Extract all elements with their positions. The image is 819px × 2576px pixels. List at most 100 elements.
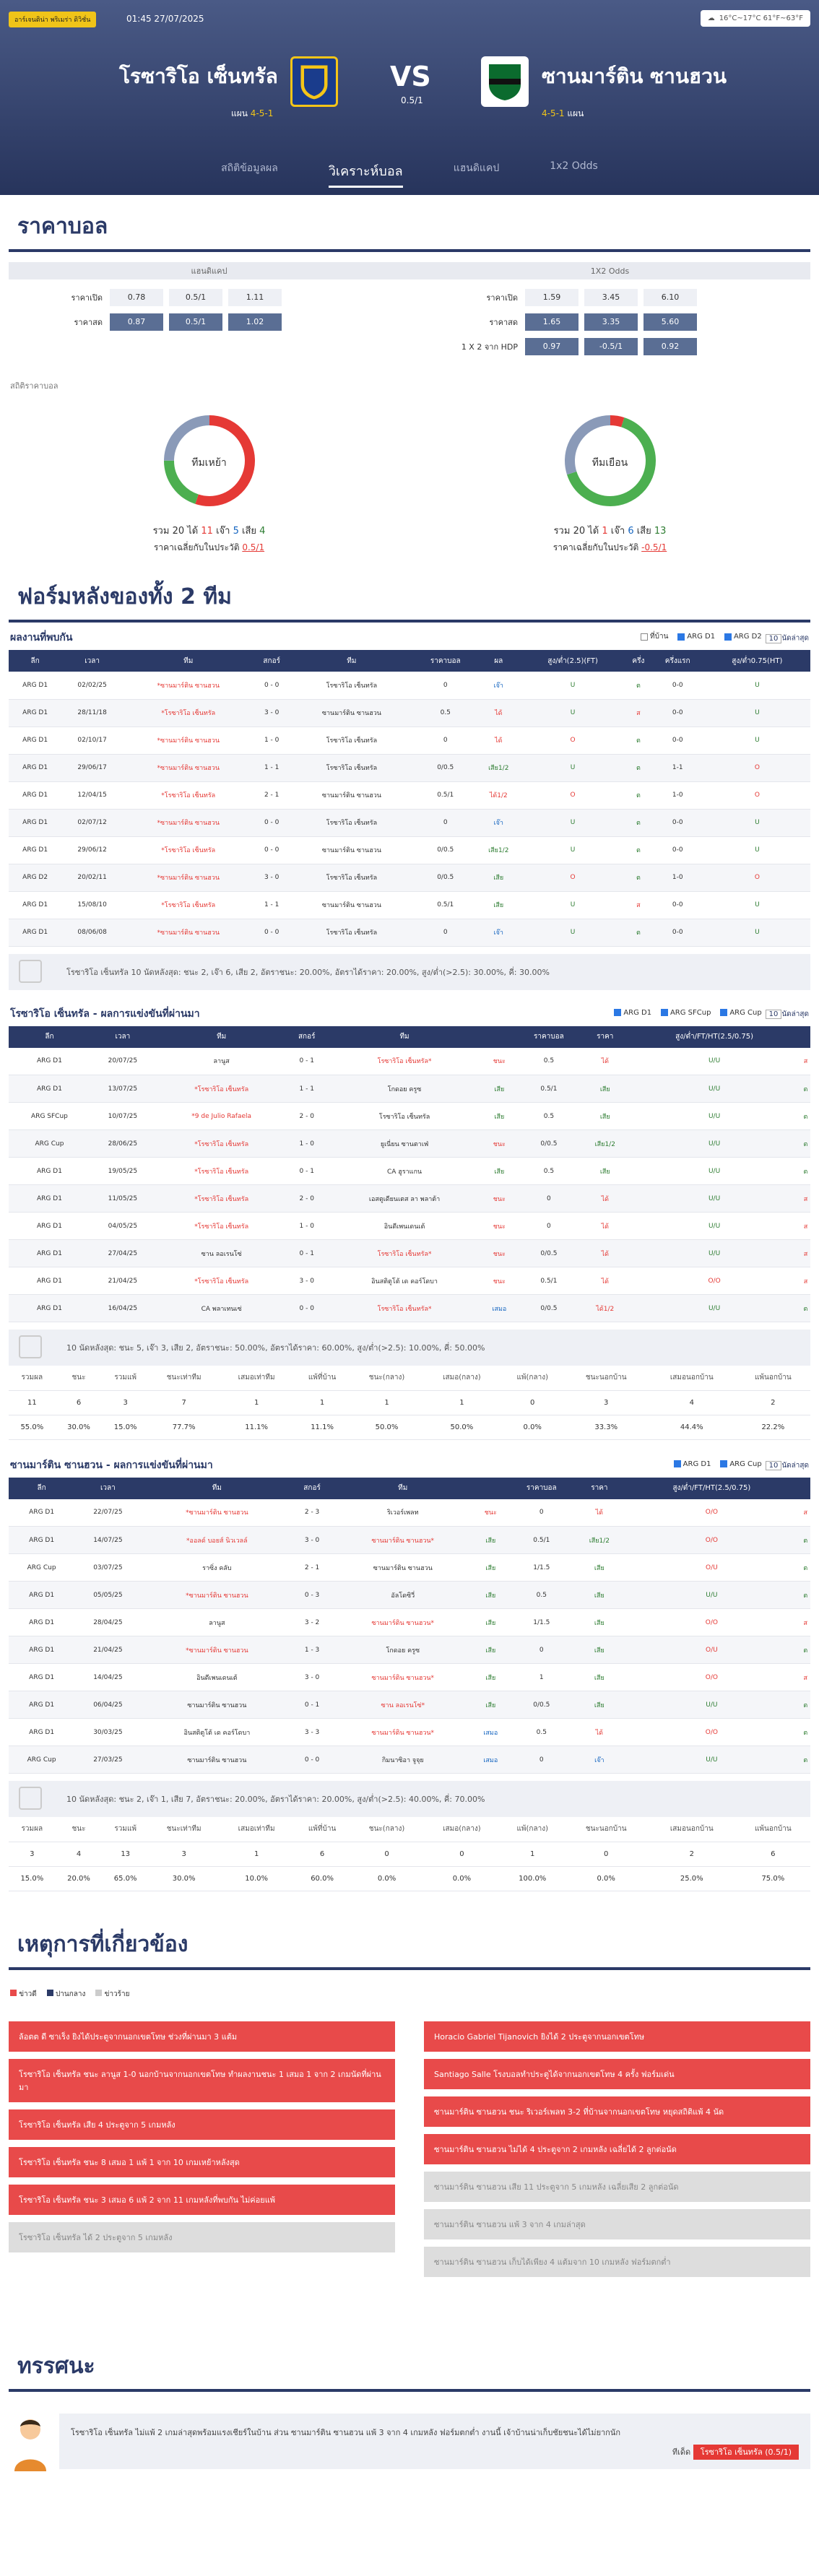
- filter-arg-d2[interactable]: ARG D2: [724, 633, 762, 641]
- table-cell: 0 - 1: [287, 1157, 326, 1185]
- event-item[interactable]: Horacio Gabriel Tijanovich ยิงได้ 2 ประต…: [424, 2021, 810, 2052]
- event-item[interactable]: โรซาริโอ เซ็นทรัล ชนะ 8 เสมอ 1 แพ้ 1 จาก…: [9, 2146, 395, 2177]
- table-row[interactable]: ARG D1 02/02/25 *ซานมาร์ติน ซานฮวน 0 - 0 โรซ…: [9, 672, 810, 700]
- table-row[interactable]: ARG D1 16/04/25 CA พลาเทนเซ่ 0 - 0 โรซาริโอ …: [9, 1294, 810, 1322]
- table-row[interactable]: ARG D1 14/07/25 *ออลด์ บอยส์ นิวเวลล์ 3 - 0…: [9, 1526, 810, 1554]
- table-row[interactable]: ARG D1 28/04/25 ลานูส 3 - 2 ซานมาร์ติน ซานฮว…: [9, 1608, 810, 1636]
- odds-cell[interactable]: 1.65: [525, 313, 578, 331]
- table-cell: 29/06/12: [61, 836, 123, 864]
- home-team-logo[interactable]: [290, 56, 338, 107]
- odds-cell[interactable]: 0.5/1: [169, 289, 222, 306]
- table-row[interactable]: ARG D1 29/06/17 *ซานมาร์ติน ซานฮวน 1 - 1 โรซ…: [9, 754, 810, 782]
- table-cell: 2 - 0: [287, 1184, 326, 1213]
- event-item[interactable]: ล้อตต ดี ซาเร็ง ยิงได้ประตูจากนอกเขตโทษ …: [9, 2021, 395, 2052]
- table-row[interactable]: ARG D1 04/05/25 *โรซาริโอ เซ็นทรัล 1 - 0 อิน…: [9, 1212, 810, 1240]
- event-item[interactable]: โรซาริโอ เซ็นทรัล ได้ 2 ประตูจาก 5 เกมหล…: [9, 2221, 395, 2252]
- odds-cell[interactable]: 0.97: [525, 338, 578, 355]
- table-row[interactable]: ARG Cup 03/07/25 ราซิ่ง คลับ 2 - 1 ซานมาร์ติ…: [9, 1553, 810, 1582]
- odds-cell[interactable]: 6.10: [644, 289, 697, 306]
- filter-home[interactable]: ที่บ้าน: [641, 631, 668, 642]
- table-row[interactable]: ARG D1 22/07/25 *ซานมาร์ติน ซานฮวน 2 - 3 ริเ…: [9, 1499, 810, 1527]
- odds-cell[interactable]: 0.92: [644, 338, 697, 355]
- table-cell: 0: [507, 1745, 576, 1774]
- filter-arg-d1[interactable]: ARG D1: [614, 1009, 651, 1017]
- count-select[interactable]: 10: [765, 1010, 782, 1019]
- count-select[interactable]: 10: [765, 633, 782, 643]
- table-row[interactable]: ARG SFCup 10/07/25 *9 de Julio Rafaela 2 - …: [9, 1102, 810, 1130]
- table-row[interactable]: ARG D1 05/05/25 *ซานมาร์ติน ซานฮวน 0 - 3 อัล…: [9, 1581, 810, 1609]
- table-cell: 0 - 0: [287, 1294, 326, 1322]
- table-row[interactable]: ARG D1 12/04/15 *โรซาริโอ เซ็นทรัล 2 - 1 ซาน…: [9, 781, 810, 810]
- tab-handicap[interactable]: แฮนดิแคป: [453, 162, 500, 174]
- away-team-name[interactable]: ซานมาร์ติน ซานฮวน: [542, 64, 727, 88]
- event-item[interactable]: ซานมาร์ติน ซานฮวน ไม่ได้ 4 ประตูจาก 2 เก…: [424, 2133, 810, 2164]
- table-row[interactable]: ARG D1 21/04/25 *โรซาริโอ เซ็นทรัล 3 - 0 อิน…: [9, 1267, 810, 1295]
- stat-cell: 1: [293, 1390, 351, 1415]
- event-item[interactable]: ซานมาร์ติน ซานฮวน เสีย 11 ประตูจาก 5 เกม…: [424, 2171, 810, 2202]
- tab-stats[interactable]: สถิติข้อมูลผล: [221, 162, 278, 174]
- table-row[interactable]: ARG D1 11/05/25 *โรซาริโอ เซ็นทรัล 2 - 0 เอส…: [9, 1184, 810, 1213]
- filter-arg-sfcup[interactable]: ARG SFCup: [660, 1009, 711, 1017]
- table-row[interactable]: ARG D1 14/04/25 อินดีเพนเดนเต้ 3 - 0 ซานมาร์…: [9, 1663, 810, 1691]
- table-cell: O/O: [628, 1267, 801, 1295]
- home-team-name[interactable]: โรซาริโอ เซ็นทรัล: [119, 64, 278, 88]
- tab-1x2[interactable]: 1x2 Odds: [550, 160, 598, 172]
- stat-header: ชนะเท่าทีม: [149, 1366, 220, 1391]
- table-row[interactable]: ARG Cup 28/06/25 *โรซาริโอ เซ็นทรัล 1 - 0 ยู…: [9, 1129, 810, 1158]
- table-row[interactable]: ARG D1 21/04/25 *ซานมาร์ติน ซานฮวน 1 - 3 โกด…: [9, 1636, 810, 1664]
- odds-cell[interactable]: 0.87: [110, 313, 163, 331]
- table-row[interactable]: ARG D1 28/11/18 *โรซาริโอ เซ็นทรัล 3 - 0 ซาน…: [9, 699, 810, 727]
- odds-cell[interactable]: 3.45: [584, 289, 638, 306]
- odds-cell[interactable]: -0.5/1: [584, 338, 638, 355]
- odds-cell[interactable]: 0.5/1: [169, 313, 222, 331]
- tab-analysis[interactable]: วิเคราะห์บอล: [328, 160, 403, 188]
- table-cell: 22/07/25: [74, 1499, 142, 1527]
- event-item[interactable]: ซานมาร์ติน ซานฮวน แพ้ 3 จาก 4 เกมล่าสุด: [424, 2208, 810, 2239]
- league-badge[interactable]: อาร์เจนติน่า พริเมร่า ดิวิชั่น: [9, 12, 97, 27]
- table-row[interactable]: ARG D1 27/04/25 ซาน ลอเรนโซ่ 0 - 1 โรซาริโอ …: [9, 1239, 810, 1267]
- match-header: อาร์เจนติน่า พริเมร่า ดิวิชั่น 01:45 27/…: [0, 0, 819, 195]
- odds-cell[interactable]: 3.35: [584, 313, 638, 331]
- avg-value[interactable]: 0.5/1: [242, 542, 265, 552]
- filter-arg-cup[interactable]: ARG Cup: [720, 1460, 762, 1468]
- table-cell: ต: [625, 754, 651, 782]
- table-row[interactable]: ARG D1 20/07/25 ลานูส 0 - 1 โรซาริโอ เซ็นทรั…: [9, 1047, 810, 1075]
- table-row[interactable]: ARG D1 08/06/08 *ซานมาร์ติน ซานฮวน 0 - 0 โรซ…: [9, 919, 810, 947]
- table-cell: *9 de Julio Rafaela: [155, 1102, 288, 1130]
- filter-arg-cup[interactable]: ARG Cup: [720, 1009, 762, 1017]
- odds-cell[interactable]: 5.60: [644, 313, 697, 331]
- event-item[interactable]: Santiago Salle โรงบอลทำประตูได้จากนอกเขต…: [424, 2058, 810, 2089]
- event-item[interactable]: โรซาริโอ เซ็นทรัล ชนะ 3 เสมอ 6 แพ้ 2 จาก…: [9, 2184, 395, 2215]
- table-row[interactable]: ARG D1 29/06/12 *โรซาริโอ เซ็นทรัล 0 - 0 ซาน…: [9, 836, 810, 864]
- table-cell: *โรซาริโอ เซ็นทรัล: [123, 781, 254, 810]
- table-row[interactable]: ARG D1 02/10/17 *ซานมาร์ติน ซานฮวน 1 - 0 โรซ…: [9, 727, 810, 755]
- table-row[interactable]: ARG D2 20/02/11 *ซานมาร์ติน ซานฮวน 3 - 0 โรซ…: [9, 864, 810, 892]
- event-item[interactable]: โรซาริโอ เซ็นทรัล ชนะ ลานูส 1-0 นอกบ้านจ…: [9, 2058, 395, 2102]
- table-row[interactable]: ARG D1 30/03/25 อินสติตูโต้ เด คอร์โดบา 3 -…: [9, 1718, 810, 1746]
- away-team-logo[interactable]: [481, 56, 529, 107]
- table-cell: 0/0.5: [515, 1239, 583, 1267]
- filter-arg-d1[interactable]: ARG D1: [673, 1460, 711, 1468]
- odds-cell[interactable]: 1.02: [228, 313, 282, 331]
- table-row[interactable]: ARG D1 15/08/10 *โรซาริโอ เซ็นทรัล 1 - 1 ซาน…: [9, 891, 810, 919]
- count-select[interactable]: 10: [765, 1461, 782, 1470]
- event-item[interactable]: ซานมาร์ติน ซานฮวน เก็บได้เพียง 4 แต้มจาก…: [424, 2246, 810, 2277]
- table-row[interactable]: ARG D1 06/04/25 ซานมาร์ติน ซานฮวน 0 - 1 ซาน …: [9, 1691, 810, 1719]
- event-item[interactable]: โรซาริโอ เซ็นทรัล เสีย 4 ประตูจาก 5 เกมห…: [9, 2109, 395, 2140]
- table-row[interactable]: ARG Cup 27/03/25 ซานมาร์ติน ซานฮวน 0 - 0 กิม…: [9, 1745, 810, 1774]
- table-row[interactable]: ARG D1 13/07/25 *โรซาริโอ เซ็นทรัล 1 - 1 โกด…: [9, 1075, 810, 1103]
- table-cell: ARG D1: [9, 1608, 75, 1636]
- odds-cell[interactable]: 0.78: [110, 289, 163, 306]
- odds-cell[interactable]: 1.11: [228, 289, 282, 306]
- avg-value[interactable]: -0.5/1: [641, 542, 667, 552]
- pick-badge[interactable]: โรซาริโอ เซ็นทรัล (0.5/1): [693, 2445, 799, 2460]
- away-recent-title: ซานมาร์ติน ซานฮวน - ผลการแข่งขันที่ผ่านม…: [10, 1459, 213, 1471]
- total-label: รวม: [553, 526, 571, 537]
- filter-arg-d1[interactable]: ARG D1: [677, 633, 715, 641]
- stat-cell: 13: [102, 1842, 150, 1867]
- table-row[interactable]: ARG D1 02/07/12 *ซานมาร์ติน ซานฮวน 0 - 0 โรซ…: [9, 809, 810, 837]
- table-cell: เสีย1/2: [582, 1129, 628, 1158]
- table-row[interactable]: ARG D1 19/05/25 *โรซาริโอ เซ็นทรัล 0 - 1 CA …: [9, 1157, 810, 1185]
- odds-cell[interactable]: 1.59: [525, 289, 578, 306]
- event-item[interactable]: ซานมาร์ติน ซานฮวน ชนะ ริเวอร์เพลท 3-2 ที…: [424, 2096, 810, 2127]
